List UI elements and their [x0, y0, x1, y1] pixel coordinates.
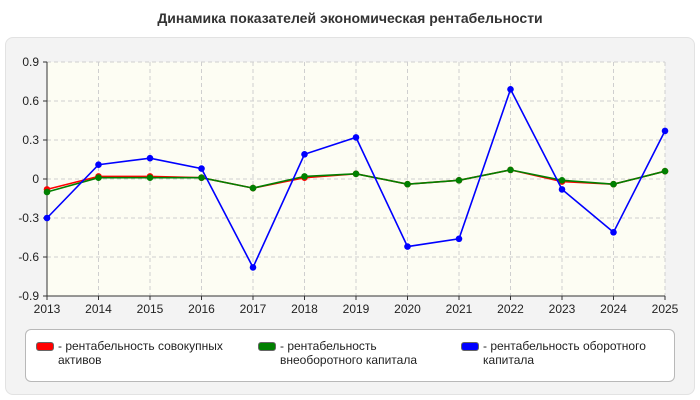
series-working-capital-point: [661, 127, 669, 135]
series-working-capital-point: [43, 214, 51, 222]
series-fixed-capital-point: [507, 166, 514, 174]
y-tick-label: 0.6: [22, 94, 39, 108]
y-tick-label: 0.9: [22, 55, 39, 69]
y-tick-label: -0.6: [18, 250, 39, 264]
series-fixed-capital-point: [352, 170, 360, 178]
series-working-capital-point: [146, 154, 154, 162]
series-fixed-capital-point: [661, 167, 669, 175]
series-working-capital-point: [198, 165, 205, 172]
series-working-capital-point: [455, 235, 463, 243]
legend-label-working-capital: - рентабельность оборотного капитала: [483, 339, 646, 367]
x-tick-label: 2021: [446, 302, 473, 316]
x-tick-label: 2025: [652, 302, 679, 316]
series-fixed-capital-point: [455, 177, 463, 184]
series-working-capital-point: [610, 229, 617, 236]
series-working-capital-point: [301, 151, 308, 158]
series-working-capital-point: [507, 86, 514, 93]
chart-title: Динамика показателей экономическая рента…: [157, 10, 543, 26]
legend-swatch-working-capital: [461, 342, 479, 351]
x-tick-label: 2023: [549, 302, 576, 316]
x-tick-label: 2017: [240, 302, 267, 316]
x-tick-label: 2018: [291, 302, 318, 316]
series-fixed-capital-point: [198, 174, 205, 181]
series-fixed-capital-point: [404, 180, 411, 188]
legend-label-total-assets: - рентабельность совокупных активов: [58, 339, 223, 367]
series-working-capital-point: [558, 186, 566, 193]
x-tick-label: 2020: [394, 302, 421, 316]
series-working-capital-point: [249, 264, 257, 271]
legend-label-fixed-capital: - рентабельность внеоборотного капитала: [280, 339, 417, 367]
series-working-capital-point: [404, 243, 411, 250]
series-fixed-capital-point: [558, 177, 566, 184]
legend: - рентабельность совокупных активов - ре…: [25, 329, 675, 382]
x-tick-label: 2015: [137, 302, 164, 316]
y-tick-label: 0: [32, 172, 39, 186]
legend-swatch-fixed-capital: [258, 342, 276, 351]
x-tick-label: 2013: [34, 302, 61, 316]
series-fixed-capital-point: [95, 174, 102, 181]
y-tick-label: 0.3: [22, 133, 39, 147]
y-tick-label: -0.3: [18, 211, 39, 225]
legend-swatch-total-assets: [36, 342, 54, 351]
series-fixed-capital-point: [43, 188, 51, 196]
series-working-capital-point: [95, 161, 102, 168]
series-fixed-capital-point: [610, 180, 617, 188]
y-tick-label: -0.9: [18, 289, 39, 303]
x-tick-label: 2022: [497, 302, 524, 316]
x-tick-label: 2024: [600, 302, 627, 316]
x-tick-label: 2014: [85, 302, 112, 316]
series-fixed-capital-point: [249, 184, 257, 192]
series-working-capital-point: [352, 134, 360, 141]
series-fixed-capital-point: [301, 173, 308, 180]
x-tick-label: 2019: [343, 302, 370, 316]
x-tick-label: 2016: [188, 302, 215, 316]
series-fixed-capital-point: [146, 174, 154, 181]
